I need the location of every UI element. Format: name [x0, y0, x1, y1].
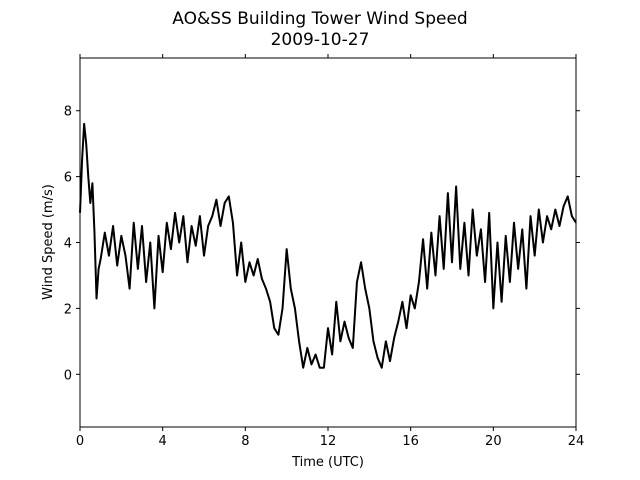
x-tick-label: 12 — [320, 434, 337, 449]
x-tick-label: 8 — [241, 434, 249, 449]
y-tick-label: 4 — [64, 237, 72, 252]
line-series — [79, 122, 577, 369]
x-tick-label: 20 — [485, 434, 502, 449]
y-tick-label: 2 — [64, 302, 72, 317]
chart-subtitle: 2009-10-27 — [271, 30, 370, 50]
x-tick-label: 4 — [159, 434, 167, 449]
x-tick-label: 0 — [76, 434, 84, 449]
y-tick-label: 6 — [64, 171, 72, 186]
x-tick-label: 24 — [568, 434, 585, 449]
y-tick-label: 0 — [64, 368, 72, 383]
x-axis-label: Time (UTC) — [291, 455, 364, 470]
x-tick-label: 16 — [402, 434, 419, 449]
plot-frame — [79, 57, 577, 428]
y-tick-label: 8 — [64, 105, 72, 120]
chart-title: AO&SS Building Tower Wind Speed — [172, 9, 467, 29]
y-axis-label: Wind Speed (m/s) — [41, 184, 56, 300]
